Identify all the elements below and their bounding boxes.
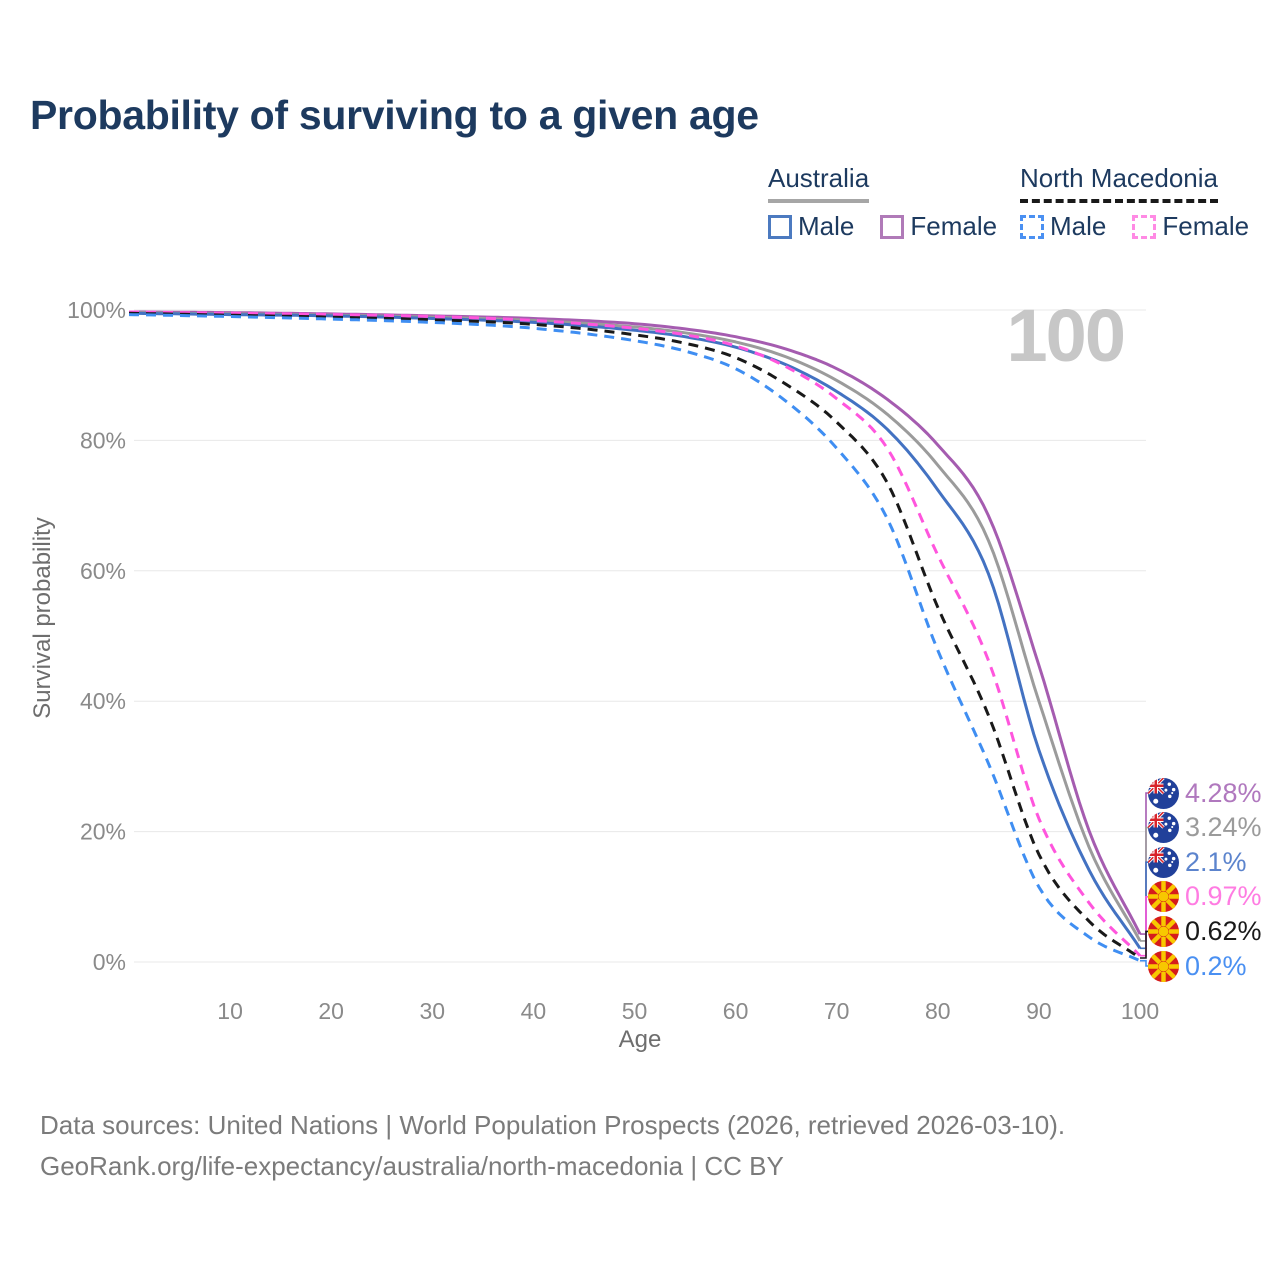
legend-item-australia-male[interactable]: Male: [768, 211, 854, 242]
legend-item-label: Male: [1050, 211, 1107, 241]
series-line-australia-female: [129, 310, 1142, 935]
legend-country-north-macedonia[interactable]: North Macedonia: [1020, 163, 1218, 203]
legend-group-australia: Australia Male Female: [768, 163, 997, 242]
page-title: Probability of surviving to a given age: [30, 92, 759, 138]
end-label-australia: 3.24%: [1148, 811, 1262, 845]
australia-female-swatch-icon: [880, 214, 905, 239]
x-tick-label: 100: [1121, 998, 1159, 1024]
y-tick-label: 100%: [67, 297, 126, 323]
data-source-line: Data sources: United Nations | World Pop…: [40, 1110, 1066, 1140]
legend-item-north-macedonia-male[interactable]: Male: [1020, 211, 1106, 242]
end-label-value: 2.1%: [1185, 846, 1247, 877]
end-label-australia-male: 2.1%: [1148, 845, 1247, 879]
footer: Data sources: United Nations | World Pop…: [40, 1105, 1065, 1187]
end-label-value: 0.97%: [1185, 881, 1262, 912]
series-line-north-macedonia: [128, 311, 1141, 960]
x-tick-label: 10: [217, 998, 243, 1024]
australia-flag-icon: [1148, 777, 1179, 809]
x-tick-label: 30: [420, 998, 446, 1024]
end-label-value: 0.2%: [1185, 950, 1247, 981]
australia-flag-icon: [1148, 846, 1179, 878]
x-tick-label: 20: [318, 998, 344, 1024]
end-label-north-macedonia-male: 0.2%: [1148, 949, 1247, 983]
attribution-line: GeoRank.org/life-expectancy/australia/no…: [40, 1151, 784, 1181]
y-tick-label: 40%: [80, 688, 126, 714]
x-tick-label: 70: [824, 998, 850, 1024]
x-tick-label: 90: [1026, 998, 1052, 1024]
x-tick-label: 60: [723, 998, 749, 1024]
end-label-north-macedonia: 0.62%: [1148, 914, 1262, 948]
y-tick-label: 0%: [93, 949, 126, 975]
legend-item-north-macedonia-female[interactable]: Female: [1132, 211, 1249, 242]
legend-item-australia-female[interactable]: Female: [880, 211, 997, 242]
end-label-value: 0.62%: [1185, 915, 1262, 946]
end-label-north-macedonia-female: 0.97%: [1148, 880, 1262, 914]
end-label-value: 4.28%: [1185, 777, 1262, 808]
end-label-value: 3.24%: [1185, 812, 1262, 843]
y-tick-label: 60%: [80, 558, 126, 584]
australia-flag-icon: [1148, 812, 1179, 844]
north-macedonia-male-swatch-icon: [1020, 214, 1044, 239]
legend-item-label: Female: [910, 211, 998, 241]
x-axis-title: Age: [619, 1026, 662, 1053]
y-axis-title: Survival probability: [29, 517, 56, 718]
series-line-north-macedonia-male: [128, 313, 1141, 963]
x-tick-label: 80: [925, 998, 951, 1024]
legend-item-label: Female: [1162, 211, 1250, 241]
series-line-australia-male: [129, 311, 1142, 950]
x-tick-label: 50: [622, 998, 648, 1024]
north-macedonia-flag-icon: [1148, 950, 1179, 982]
legend-item-label: Male: [798, 211, 855, 241]
y-tick-label: 20%: [80, 819, 126, 845]
series-line-australia: [128, 311, 1142, 942]
x-tick-label: 40: [521, 998, 547, 1024]
series-line-north-macedonia-female: [129, 310, 1142, 957]
legend-group-north-macedonia: North Macedonia Male Female: [1020, 163, 1249, 242]
end-label-australia-female: 4.28%: [1148, 776, 1262, 810]
australia-male-swatch-icon: [768, 214, 792, 239]
north-macedonia-flag-icon: [1148, 881, 1179, 913]
y-tick-label: 80%: [80, 427, 126, 453]
legend-country-australia[interactable]: Australia: [768, 163, 870, 203]
age-watermark: 100: [1006, 294, 1126, 377]
north-macedonia-flag-icon: [1148, 915, 1179, 947]
north-macedonia-female-swatch-icon: [1132, 214, 1157, 239]
